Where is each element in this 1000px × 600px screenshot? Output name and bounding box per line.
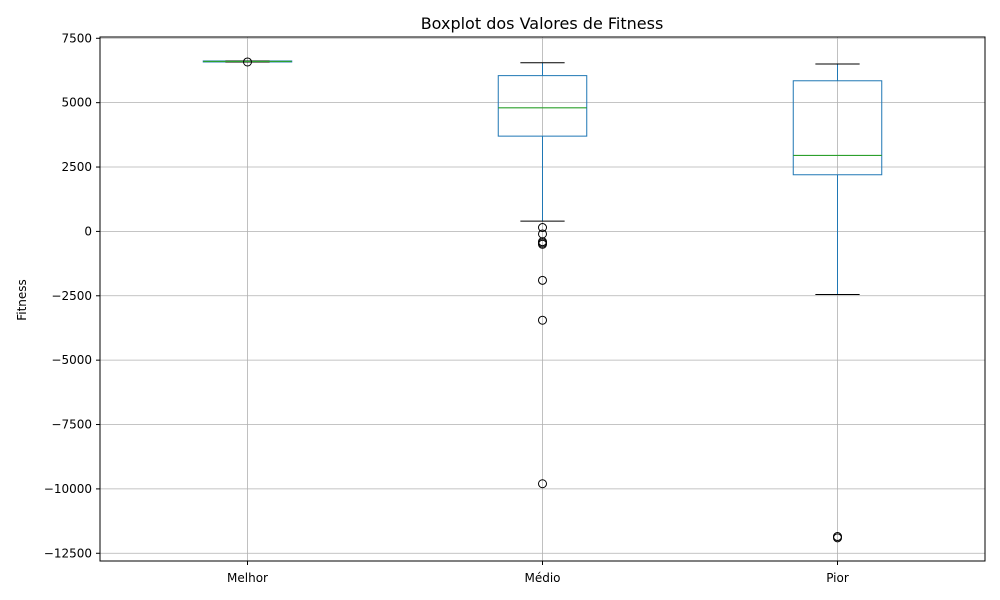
x-axis-ticks: Melhor Médio Pior: [227, 561, 849, 585]
y-tick-label: −7500: [51, 418, 92, 432]
y-tick-label: −2500: [51, 289, 92, 303]
outlier-point: [538, 315, 547, 325]
y-axis-label: Fitness: [15, 279, 29, 321]
x-tick-label: Médio: [524, 571, 560, 585]
y-tick-label: −5000: [51, 353, 92, 367]
y-tick-label: −12500: [44, 546, 92, 560]
x-tick-label: Melhor: [227, 571, 268, 585]
chart-title: Boxplot dos Valores de Fitness: [421, 14, 664, 33]
y-tick-label: −10000: [44, 482, 92, 496]
grid-lines: [100, 37, 985, 561]
x-tick-label: Pior: [826, 571, 849, 585]
y-tick-label: 2500: [61, 160, 92, 174]
y-tick-label: 5000: [61, 96, 92, 110]
y-tick-label: 0: [84, 224, 92, 238]
boxes: [202, 57, 883, 543]
box-m-dio: [497, 62, 588, 489]
box-melhor: [202, 57, 293, 67]
y-axis-ticks: 7500 5000 2500 0 −2500 −5000 −7500 −10000 −12500: [44, 31, 100, 560]
box-pior: [792, 63, 883, 543]
outlier-point: [243, 57, 252, 67]
y-tick-label: 7500: [61, 31, 92, 45]
outlier-point: [538, 479, 547, 489]
outlier-point: [538, 223, 547, 233]
outlier-point: [833, 533, 842, 543]
outlier-point: [538, 239, 547, 249]
outlier-point: [538, 275, 547, 285]
